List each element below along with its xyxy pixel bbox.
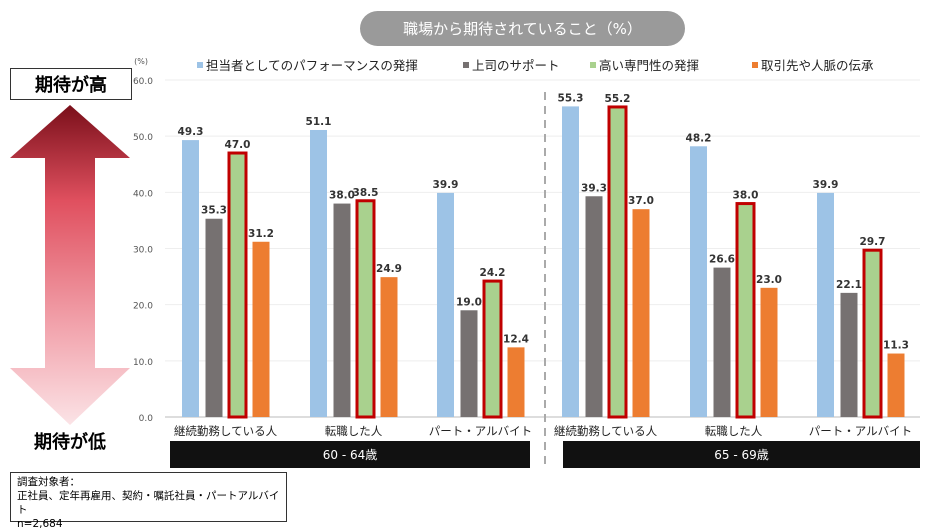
legend-label: 担当者としてのパフォーマンスの発揮 [206,58,418,73]
data-label: 19.0 [456,296,482,308]
bar [252,241,270,417]
data-label: 26.6 [709,254,735,266]
chart-title: 職場から期待されていること（%） [360,11,685,46]
category-label: 継続勤務している人 [174,424,278,438]
low-expectation-label: 期待が低 [34,432,106,453]
bar [507,347,525,417]
survey-note: 調査対象者： 正社員、定年再雇用、契約・嘱託社員・パートアルバイト n=2,68… [10,472,287,530]
bar [840,292,858,417]
data-label: 24.9 [376,263,402,275]
category-label: 継続勤務している人 [554,424,658,438]
bar [227,151,248,419]
bar [355,199,376,419]
data-label: 29.7 [860,236,886,248]
data-label: 37.0 [628,195,654,207]
category-label: 転職した人 [325,424,383,438]
note-line: n=2,684 [17,518,63,530]
data-label: 47.0 [225,139,251,151]
bar [862,248,883,419]
age-group-bar [563,441,920,468]
bar [713,267,731,417]
bar [632,209,650,417]
data-label: 38.0 [733,190,759,202]
note-line: 調査対象者： [17,476,80,488]
data-label: 24.2 [480,267,506,279]
data-label: 38.0 [329,190,355,202]
bar [690,146,707,417]
y-tick-label: 0.0 [139,414,154,424]
age-group-label: 65 - 69歳 [714,448,769,462]
data-label: 39.9 [433,179,459,191]
bar [380,277,398,417]
bar [182,140,199,417]
age-group-label: 60 - 64歳 [323,448,378,462]
y-tick-label: 50.0 [133,133,153,143]
bar [760,287,778,417]
expectation-arrow [10,105,130,425]
data-label: 35.3 [201,205,227,217]
bar [460,310,478,417]
high-expectation-label: 期待が高 [10,68,132,100]
category-label: パート・アルバイト [809,424,912,438]
legend-swatch [463,62,469,68]
data-label: 22.1 [836,279,862,291]
legend-label: 上司のサポート [472,58,560,73]
y-tick-label: 20.0 [133,302,153,312]
y-tick-label: 40.0 [133,189,153,199]
legend-label: 高い専門性の発揮 [599,58,699,73]
data-label: 11.3 [883,340,909,352]
y-tick-label: 60.0 [133,77,153,87]
data-label: 12.4 [503,333,529,345]
note-line: 正社員、定年再雇用、契約・嘱託社員・パートアルバイト [17,490,280,516]
bar [562,106,579,418]
data-label: 55.3 [558,92,584,104]
bar [205,218,223,417]
data-label: 39.3 [581,182,607,194]
data-label: 31.2 [248,228,274,240]
data-label: 39.9 [813,179,839,191]
bar [482,279,503,419]
data-label: 49.3 [178,126,204,138]
data-label: 38.5 [353,187,379,199]
category-label: パート・アルバイト [429,424,532,438]
bar [817,192,834,417]
age-group-bar [170,441,530,468]
legend-swatch [197,62,203,68]
bar [887,353,905,417]
bar [735,202,756,419]
legend-swatch [752,62,758,68]
legend-label: 取引先や人脈の伝承 [761,58,874,73]
bar [310,129,327,417]
y-tick-label: 10.0 [133,358,153,368]
bar [333,203,351,417]
data-label: 23.0 [756,274,782,286]
y-tick-label: 30.0 [133,246,153,256]
category-label: 転職した人 [705,424,763,438]
legend-swatch [590,62,596,68]
bar [437,192,454,417]
data-label: 48.2 [686,132,712,144]
unit-label: (%) [134,57,148,66]
bar [585,196,603,417]
data-label: 55.2 [605,93,631,105]
data-label: 51.1 [306,116,332,128]
bar [607,105,628,419]
